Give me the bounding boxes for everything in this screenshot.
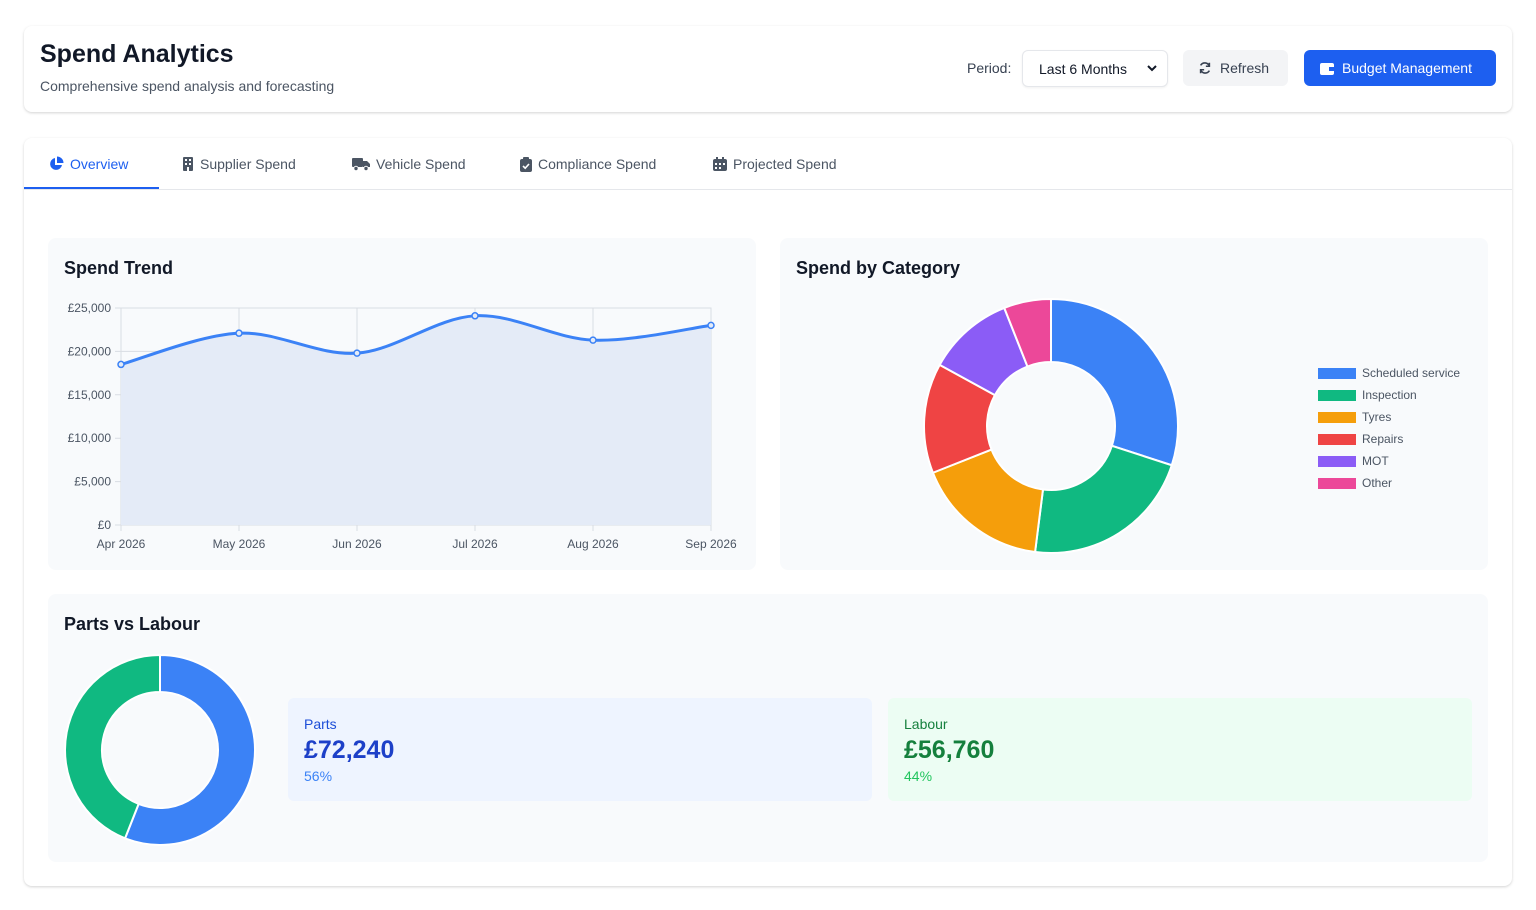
spend-data-point: [589, 336, 597, 344]
labour-percent: 44%: [904, 768, 933, 784]
clipboard-check-icon: [520, 156, 532, 172]
legend-item[interactable]: MOT: [1318, 450, 1460, 472]
x-tick-label: Apr 2026: [97, 537, 146, 551]
spend-trend-title: Spend Trend: [64, 258, 174, 278]
wallet-icon: [1320, 62, 1334, 75]
period-select-value: Last 6 Months: [1039, 60, 1127, 77]
spend-area-fill: [121, 315, 711, 525]
budget-management-button[interactable]: Budget Management: [1304, 50, 1496, 86]
parts-labour-chart: [64, 653, 256, 846]
tab-vehicle-spend[interactable]: Vehicle Spend: [352, 138, 466, 190]
y-tick-label: £0: [98, 518, 112, 532]
y-tick-label: £10,000: [68, 431, 112, 445]
tab-label: Supplier Spend: [200, 156, 296, 172]
y-tick-label: £15,000: [68, 388, 112, 402]
legend-label: Scheduled service: [1362, 366, 1461, 380]
slice-inspection: [1033, 444, 1174, 554]
tab-supplier-spend[interactable]: Supplier Spend: [182, 138, 296, 190]
slice-parts: [123, 653, 256, 846]
spend-series-line: [120, 314, 712, 366]
x-tick-label: Jun 2026: [332, 537, 382, 551]
page-subtitle: Comprehensive spend analysis and forecas…: [40, 78, 335, 94]
parts-value: £72,240: [304, 736, 395, 764]
spend-data-point: [117, 360, 125, 369]
slice-scheduled-service: [1050, 297, 1179, 467]
spend-trend-panel: Spend Trend £0 £5,000 £10,000 £15,000 £20,00…: [48, 238, 756, 570]
parts-labour-panel: Parts vs Labour Parts £72,240 56% Labour…: [48, 594, 1488, 862]
pie-chart-icon: [50, 156, 64, 170]
legend-label: Repairs: [1362, 432, 1404, 446]
refresh-icon: [1199, 62, 1211, 74]
tab-projected-spend[interactable]: Projected Spend: [713, 138, 837, 190]
refresh-label: Refresh: [1220, 60, 1270, 76]
tab-overview[interactable]: Overview: [48, 138, 128, 190]
spend-category-panel: Spend by Category Scheduled service Inspe…: [780, 238, 1488, 570]
tab-label: Compliance Spend: [538, 156, 657, 172]
calendar-icon: [713, 157, 727, 171]
legend-swatch: [1318, 455, 1356, 467]
y-tick-label: £25,000: [68, 301, 112, 315]
page-title: Spend Analytics: [40, 40, 234, 68]
parts-labour-title: Parts vs Labour: [64, 614, 201, 634]
legend-item[interactable]: Other: [1318, 472, 1460, 494]
legend-swatch: [1318, 389, 1356, 401]
y-tick-label: £5,000: [74, 475, 111, 489]
refresh-button[interactable]: Refresh: [1183, 50, 1288, 86]
legend-item[interactable]: Repairs: [1318, 428, 1460, 450]
parts-percent: 56%: [304, 768, 333, 784]
tab-label: Overview: [70, 156, 129, 172]
legend-swatch: [1318, 367, 1356, 379]
labour-stat-card: Labour £56,760 44%: [888, 698, 1472, 801]
legend-label: MOT: [1362, 454, 1389, 468]
slice-labour: [64, 653, 161, 840]
y-tick-label: £20,000: [68, 344, 112, 358]
legend-swatch: [1318, 411, 1356, 423]
category-legend: Scheduled service Inspection Tyres Repairs M…: [1318, 362, 1460, 494]
period-label: Period:: [967, 60, 1012, 76]
budget-management-label: Budget Management: [1342, 60, 1472, 76]
spend-category-title: Spend by Category: [796, 258, 961, 278]
legend-label: Tyres: [1362, 410, 1392, 424]
legend-swatch: [1318, 433, 1356, 445]
header-card: Spend Analytics Comprehensive spend anal…: [24, 26, 1512, 112]
legend-swatch: [1318, 477, 1356, 489]
spend-data-point: [353, 349, 361, 357]
chevron-down-icon: [1147, 65, 1157, 72]
spend-trend-chart: £0 £5,000 £10,000 £15,000 £20,000 £25,000 Apr …: [68, 301, 737, 551]
labour-label: Labour: [904, 716, 948, 732]
parts-stat-card: Parts £72,240 56%: [288, 698, 872, 801]
active-tab-indicator: [24, 187, 159, 189]
x-tick-label: Aug 2026: [567, 537, 619, 551]
spend-data-point: [471, 312, 479, 320]
legend-item[interactable]: Inspection: [1318, 384, 1460, 406]
legend-label: Inspection: [1362, 388, 1417, 402]
tab-label: Vehicle Spend: [376, 156, 466, 172]
labour-value: £56,760: [904, 736, 995, 764]
legend-label: Other: [1362, 476, 1393, 490]
x-tick-label: Sep 2026: [685, 537, 737, 551]
parts-label: Parts: [304, 716, 337, 732]
legend-item[interactable]: Scheduled service: [1318, 362, 1460, 384]
x-tick-label: Jul 2026: [452, 537, 498, 551]
main-card: Overview Supplier Spend Vehicle Spend Co…: [24, 138, 1512, 886]
tab-compliance-spend[interactable]: Compliance Spend: [520, 138, 656, 190]
tab-label: Projected Spend: [733, 156, 837, 172]
spend-data-point: [707, 321, 715, 330]
spend-category-chart: [923, 297, 1179, 554]
slice-other: [1002, 297, 1052, 368]
spend-data-point: [235, 329, 243, 337]
building-icon: [183, 157, 193, 171]
tab-bar: Overview Supplier Spend Vehicle Spend Co…: [24, 138, 1512, 190]
x-tick-label: May 2026: [213, 537, 266, 551]
truck-icon: [352, 158, 370, 171]
period-select[interactable]: Last 6 Months: [1022, 50, 1168, 87]
legend-item[interactable]: Tyres: [1318, 406, 1460, 428]
